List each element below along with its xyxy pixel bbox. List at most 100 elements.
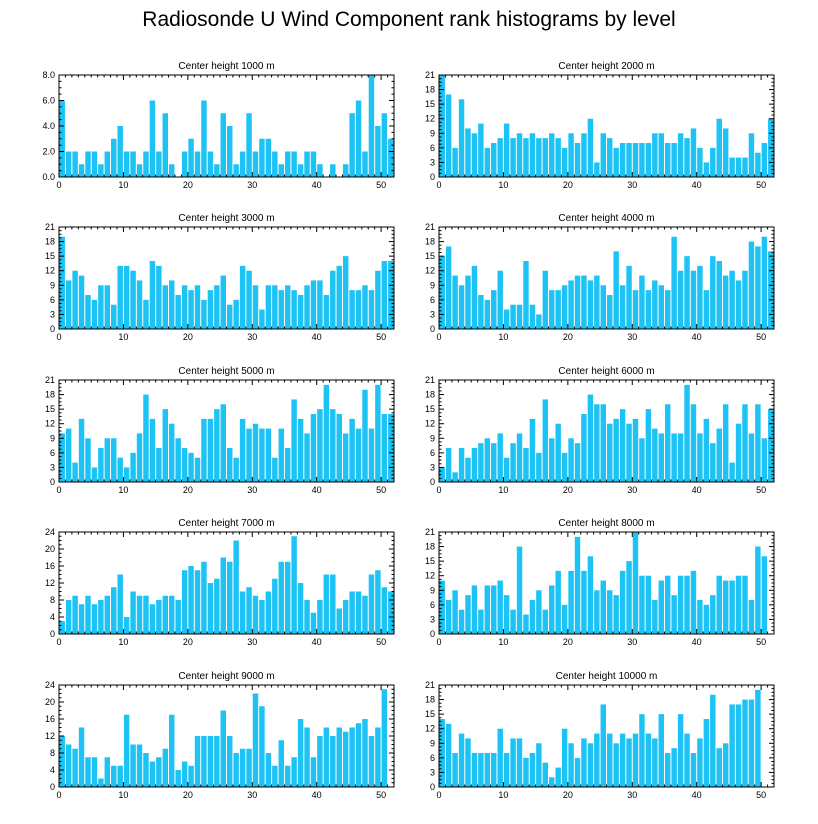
bar: [252, 595, 259, 634]
bar: [233, 540, 239, 634]
bar: [207, 583, 214, 634]
bar: [684, 384, 690, 482]
x-tick-label: 30: [627, 790, 637, 800]
bar: [445, 723, 452, 787]
y-tick-label: 4: [50, 765, 55, 775]
bar: [516, 738, 523, 787]
bar: [136, 595, 143, 634]
y-tick-label: 3: [430, 767, 435, 777]
x-tick-label: 20: [563, 180, 573, 190]
bar: [478, 443, 484, 482]
x-tick-label: 10: [498, 790, 508, 800]
bar: [207, 418, 214, 482]
x-tick-label: 30: [247, 485, 257, 495]
bar: [85, 295, 91, 329]
bar: [677, 270, 684, 329]
panel-8: Center height 8000 m 0 10 20 30 40 50 0 3 6 9 12 15 1…: [425, 518, 775, 647]
bar: [729, 704, 735, 787]
bar: [748, 600, 755, 634]
bar: [632, 418, 639, 482]
panel-title: Center height 8000 m: [558, 518, 654, 529]
x-tick-label: 50: [756, 637, 766, 647]
bar: [297, 164, 304, 177]
y-tick-label: 12: [425, 571, 435, 581]
bar: [491, 585, 497, 634]
bar: [349, 727, 355, 787]
bar: [652, 738, 658, 787]
bar: [330, 164, 336, 177]
bar: [252, 423, 259, 482]
bar: [297, 583, 304, 634]
bar: [104, 757, 111, 787]
bar: [613, 418, 619, 482]
bar: [587, 556, 594, 634]
bar: [117, 765, 123, 787]
bar: [722, 580, 729, 634]
bar: [697, 433, 703, 482]
bar: [381, 689, 388, 787]
x-tick-label: 20: [563, 485, 573, 495]
bar: [671, 595, 677, 634]
bar: [368, 75, 375, 177]
bar: [722, 128, 729, 177]
bar: [381, 261, 388, 329]
bar: [227, 304, 233, 329]
bar: [458, 448, 465, 482]
bar: [272, 151, 278, 177]
bar: [330, 270, 336, 329]
bar: [503, 457, 510, 482]
x-tick-label: 10: [118, 332, 128, 342]
bar: [259, 600, 265, 634]
bar: [555, 138, 561, 177]
bar: [439, 256, 445, 329]
bar: [542, 399, 549, 482]
x-tick-label: 0: [56, 332, 61, 342]
bar: [561, 604, 568, 634]
bar: [284, 448, 291, 482]
bar: [91, 604, 98, 634]
bar: [336, 414, 342, 482]
bar: [619, 733, 626, 787]
bar: [252, 285, 259, 329]
y-tick-label: 24: [45, 527, 55, 537]
y-tick-label: 6.0: [42, 96, 55, 106]
x-tick-label: 0: [56, 637, 61, 647]
bar: [697, 147, 703, 177]
y-tick-label: 21: [45, 375, 55, 385]
bar: [162, 409, 169, 482]
bar: [227, 448, 233, 482]
bar: [677, 575, 684, 634]
bar: [375, 727, 381, 787]
bar: [761, 143, 768, 177]
bar: [227, 736, 233, 787]
bar: [471, 448, 478, 482]
bar: [523, 448, 529, 482]
bar: [194, 457, 201, 482]
bar: [368, 574, 375, 634]
bar: [98, 448, 104, 482]
bar: [684, 575, 690, 634]
bar: [85, 757, 91, 787]
bar: [72, 595, 78, 634]
x-tick-label: 30: [247, 637, 257, 647]
bar: [91, 467, 98, 482]
bar: [246, 748, 252, 787]
bar: [664, 143, 671, 177]
bar: [181, 570, 188, 634]
y-tick-label: 12: [45, 731, 55, 741]
bar: [149, 261, 156, 329]
x-tick-label: 10: [498, 332, 508, 342]
bar: [246, 113, 252, 177]
bar: [510, 138, 516, 177]
bar: [465, 595, 471, 634]
bar: [491, 443, 497, 482]
bar: [710, 694, 716, 787]
bar: [761, 438, 768, 482]
x-tick-label: 30: [247, 180, 257, 190]
bar: [594, 162, 600, 177]
bar: [710, 256, 716, 329]
bar: [149, 100, 156, 177]
bar: [484, 753, 491, 787]
x-tick-label: 50: [376, 180, 386, 190]
bar: [607, 138, 613, 177]
